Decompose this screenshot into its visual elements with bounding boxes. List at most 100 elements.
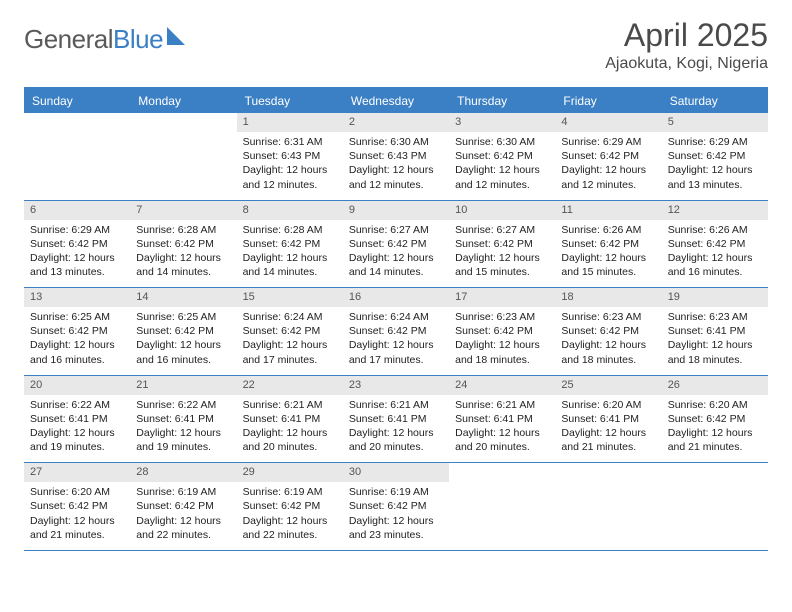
sunrise-text: Sunrise: 6:30 AM (349, 135, 443, 149)
day-cell: 2Sunrise: 6:30 AMSunset: 6:43 PMDaylight… (343, 113, 449, 200)
logo-triangle-icon (167, 27, 185, 45)
day-body: Sunrise: 6:25 AMSunset: 6:42 PMDaylight:… (130, 307, 236, 375)
sunset-text: Sunset: 6:42 PM (455, 237, 549, 251)
daylight-text: Daylight: 12 hours and 18 minutes. (561, 338, 655, 366)
daylight-text: Daylight: 12 hours and 18 minutes. (668, 338, 762, 366)
day-body: Sunrise: 6:19 AMSunset: 6:42 PMDaylight:… (237, 482, 343, 550)
sunset-text: Sunset: 6:42 PM (561, 324, 655, 338)
daylight-text: Daylight: 12 hours and 20 minutes. (243, 426, 337, 454)
day-number: 29 (237, 463, 343, 482)
day-cell: 29Sunrise: 6:19 AMSunset: 6:42 PMDayligh… (237, 463, 343, 550)
day-body: Sunrise: 6:26 AMSunset: 6:42 PMDaylight:… (555, 220, 661, 288)
day-number: 22 (237, 376, 343, 395)
sunrise-text: Sunrise: 6:25 AM (30, 310, 124, 324)
day-cell: 18Sunrise: 6:23 AMSunset: 6:42 PMDayligh… (555, 288, 661, 375)
sunset-text: Sunset: 6:42 PM (243, 324, 337, 338)
daylight-text: Daylight: 12 hours and 19 minutes. (136, 426, 230, 454)
logo-word1: General (24, 24, 113, 54)
day-number: 25 (555, 376, 661, 395)
sunset-text: Sunset: 6:42 PM (668, 149, 762, 163)
daylight-text: Daylight: 12 hours and 22 minutes. (243, 514, 337, 542)
daylight-text: Daylight: 12 hours and 17 minutes. (243, 338, 337, 366)
day-cell: 9Sunrise: 6:27 AMSunset: 6:42 PMDaylight… (343, 201, 449, 288)
sunrise-text: Sunrise: 6:23 AM (455, 310, 549, 324)
sunrise-text: Sunrise: 6:28 AM (243, 223, 337, 237)
day-number: 15 (237, 288, 343, 307)
day-body: Sunrise: 6:21 AMSunset: 6:41 PMDaylight:… (449, 395, 555, 463)
dow-thursday: Thursday (449, 89, 555, 113)
sunset-text: Sunset: 6:41 PM (668, 324, 762, 338)
sunrise-text: Sunrise: 6:24 AM (243, 310, 337, 324)
day-body: Sunrise: 6:24 AMSunset: 6:42 PMDaylight:… (343, 307, 449, 375)
day-number: 20 (24, 376, 130, 395)
day-number: 7 (130, 201, 236, 220)
day-cell: 1Sunrise: 6:31 AMSunset: 6:43 PMDaylight… (237, 113, 343, 200)
day-body: Sunrise: 6:30 AMSunset: 6:43 PMDaylight:… (343, 132, 449, 200)
daylight-text: Daylight: 12 hours and 15 minutes. (455, 251, 549, 279)
empty-cell (24, 113, 130, 175)
sunrise-text: Sunrise: 6:29 AM (668, 135, 762, 149)
day-cell: 17Sunrise: 6:23 AMSunset: 6:42 PMDayligh… (449, 288, 555, 375)
sunrise-text: Sunrise: 6:22 AM (136, 398, 230, 412)
day-number: 23 (343, 376, 449, 395)
daylight-text: Daylight: 12 hours and 12 minutes. (243, 163, 337, 191)
daylight-text: Daylight: 12 hours and 21 minutes. (561, 426, 655, 454)
week-row: 13Sunrise: 6:25 AMSunset: 6:42 PMDayligh… (24, 288, 768, 376)
daylight-text: Daylight: 12 hours and 13 minutes. (668, 163, 762, 191)
sunset-text: Sunset: 6:42 PM (30, 237, 124, 251)
logo-word2: Blue (113, 24, 163, 54)
sunset-text: Sunset: 6:42 PM (455, 324, 549, 338)
day-number: 30 (343, 463, 449, 482)
day-number: 24 (449, 376, 555, 395)
sunset-text: Sunset: 6:42 PM (136, 237, 230, 251)
sunrise-text: Sunrise: 6:20 AM (30, 485, 124, 499)
sunrise-text: Sunrise: 6:19 AM (243, 485, 337, 499)
daylight-text: Daylight: 12 hours and 14 minutes. (243, 251, 337, 279)
day-cell: 3Sunrise: 6:30 AMSunset: 6:42 PMDaylight… (449, 113, 555, 200)
sunrise-text: Sunrise: 6:21 AM (349, 398, 443, 412)
sunrise-text: Sunrise: 6:26 AM (668, 223, 762, 237)
daylight-text: Daylight: 12 hours and 22 minutes. (136, 514, 230, 542)
day-cell: 12Sunrise: 6:26 AMSunset: 6:42 PMDayligh… (662, 201, 768, 288)
day-cell: 7Sunrise: 6:28 AMSunset: 6:42 PMDaylight… (130, 201, 236, 288)
empty-cell (555, 463, 661, 525)
sunset-text: Sunset: 6:42 PM (30, 499, 124, 513)
sunrise-text: Sunrise: 6:27 AM (349, 223, 443, 237)
daylight-text: Daylight: 12 hours and 16 minutes. (30, 338, 124, 366)
dow-tuesday: Tuesday (237, 89, 343, 113)
day-number: 3 (449, 113, 555, 132)
sunrise-text: Sunrise: 6:22 AM (30, 398, 124, 412)
day-number: 8 (237, 201, 343, 220)
day-cell: 15 Sunrise: 6:24 AMSunset: 6:42 PMDayligh… (237, 288, 343, 375)
week-row: 1Sunrise: 6:31 AMSunset: 6:43 PMDaylight… (24, 113, 768, 201)
empty-cell (449, 463, 555, 525)
week-row: 6Sunrise: 6:29 AMSunset: 6:42 PMDaylight… (24, 201, 768, 289)
dow-wednesday: Wednesday (343, 89, 449, 113)
day-cell: 24Sunrise: 6:21 AMSunset: 6:41 PMDayligh… (449, 376, 555, 463)
sunset-text: Sunset: 6:41 PM (243, 412, 337, 426)
sunrise-text: Sunrise: 6:29 AM (561, 135, 655, 149)
day-cell: 25Sunrise: 6:20 AMSunset: 6:41 PMDayligh… (555, 376, 661, 463)
day-number: 11 (555, 201, 661, 220)
day-cell: 13Sunrise: 6:25 AMSunset: 6:42 PMDayligh… (24, 288, 130, 375)
empty-cell (662, 463, 768, 525)
sunrise-text: Sunrise: 6:31 AM (243, 135, 337, 149)
sunrise-text: Sunrise: 6:19 AM (349, 485, 443, 499)
sunset-text: Sunset: 6:41 PM (349, 412, 443, 426)
sunset-text: Sunset: 6:42 PM (349, 324, 443, 338)
day-number: 10 (449, 201, 555, 220)
day-cell: 6Sunrise: 6:29 AMSunset: 6:42 PMDaylight… (24, 201, 130, 288)
day-cell (555, 463, 661, 550)
day-number: 19 (662, 288, 768, 307)
empty-cell (130, 113, 236, 175)
sunset-text: Sunset: 6:42 PM (561, 237, 655, 251)
sunset-text: Sunset: 6:42 PM (136, 324, 230, 338)
dow-row: Sunday Monday Tuesday Wednesday Thursday… (24, 89, 768, 113)
day-body: Sunrise: 6:21 AMSunset: 6:41 PMDaylight:… (343, 395, 449, 463)
day-number: 14 (130, 288, 236, 307)
day-cell: 26Sunrise: 6:20 AMSunset: 6:42 PMDayligh… (662, 376, 768, 463)
day-body: Sunrise: 6:29 AMSunset: 6:42 PMDaylight:… (24, 220, 130, 288)
sunset-text: Sunset: 6:42 PM (668, 237, 762, 251)
daylight-text: Daylight: 12 hours and 13 minutes. (30, 251, 124, 279)
week-row: 27Sunrise: 6:20 AMSunset: 6:42 PMDayligh… (24, 463, 768, 551)
